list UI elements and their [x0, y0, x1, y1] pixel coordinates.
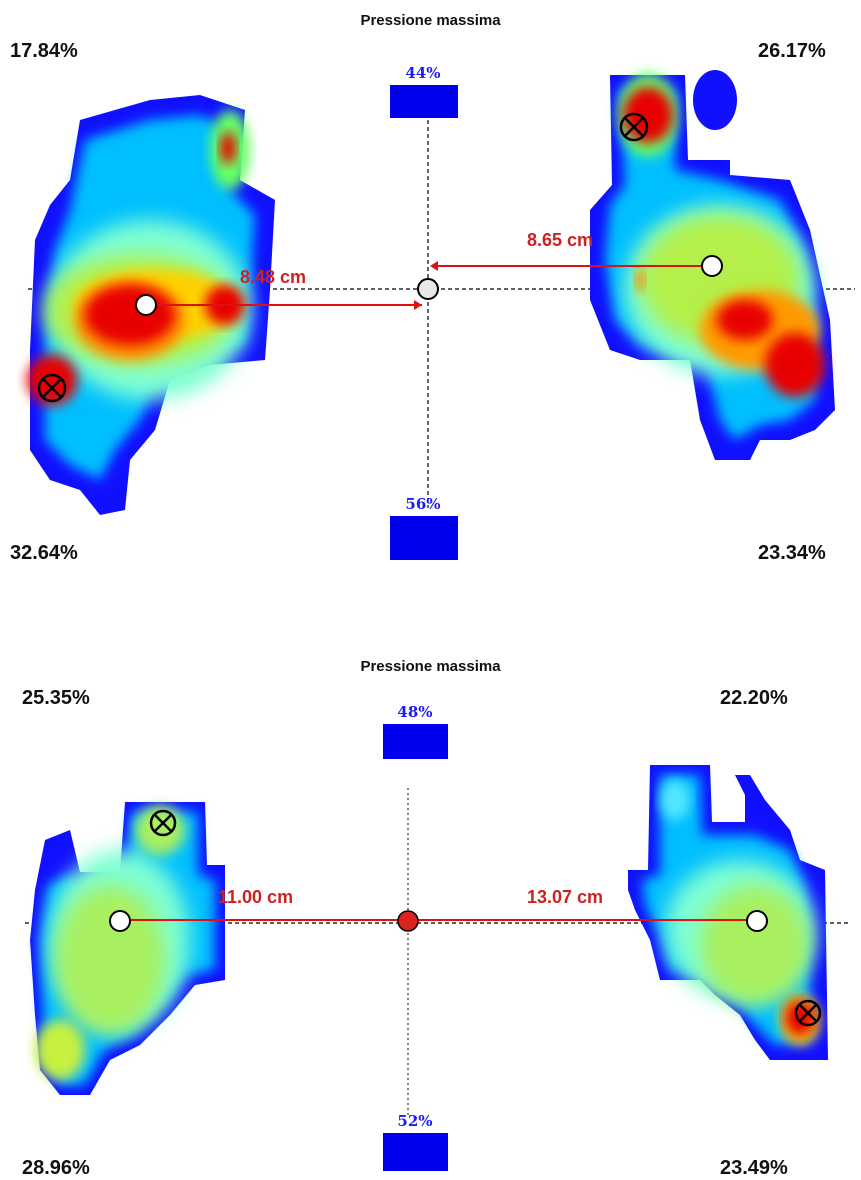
pressure-map-bottom: 11.00 cm 13.07 cm [25, 765, 850, 1118]
quadrant-top-left: 25.35% [22, 687, 90, 709]
rearfoot-load-label: 52% [397, 1112, 433, 1130]
quadrant-bottom-right: 23.49% [720, 1157, 788, 1179]
right-distance-label: 13.07 cm [527, 887, 603, 907]
quadrant-top-left: 17.84% [10, 40, 78, 62]
left-distance-label: 11.00 cm [218, 887, 293, 907]
center-of-pressure-marker [417, 278, 439, 300]
right-peak-marker [794, 999, 822, 1027]
left-cop-marker [135, 294, 157, 316]
left-peak-marker [149, 809, 177, 837]
panel-title: Pressione massima [360, 658, 501, 675]
quadrant-bottom-right: 23.34% [758, 542, 826, 564]
pressure-map-top: 8.48 cm 8.65 cm [27, 70, 855, 515]
left-peak-marker [37, 373, 67, 403]
left-cop-marker [109, 910, 131, 932]
rearfoot-load-bar [390, 516, 458, 560]
right-distance-label: 8.65 cm [527, 230, 593, 250]
panel-title: Pressione massima [360, 12, 501, 29]
right-cop-marker [746, 910, 768, 932]
quadrant-top-right: 26.17% [758, 40, 826, 62]
forefoot-load-label: 44% [405, 64, 441, 82]
rearfoot-load-label: 56% [405, 495, 441, 513]
quadrant-bottom-left: 32.64% [10, 542, 78, 564]
right-cop-marker [701, 255, 723, 277]
pressure-panel-bottom: Pressione massima 25.35% 22.20% 28.96% 2… [0, 640, 861, 1180]
forefoot-load-bar [390, 85, 458, 118]
quadrant-top-right: 22.20% [720, 687, 788, 709]
left-distance-arrowhead [414, 300, 422, 310]
right-distance-arrowhead [430, 261, 438, 271]
center-of-pressure-marker [397, 910, 419, 932]
pressure-panel-top: Pressione massima 17.84% 26.17% 32.64% 2… [0, 0, 861, 585]
left-foot-heatmap [30, 802, 225, 1095]
forefoot-load-label: 48% [397, 703, 433, 721]
right-foot-heatmap [628, 765, 828, 1060]
left-distance-label: 8.48 cm [240, 267, 306, 287]
quadrant-bottom-left: 28.96% [22, 1157, 90, 1179]
forefoot-load-bar [383, 724, 448, 759]
right-peak-marker [619, 112, 649, 142]
rearfoot-load-bar [383, 1133, 448, 1171]
